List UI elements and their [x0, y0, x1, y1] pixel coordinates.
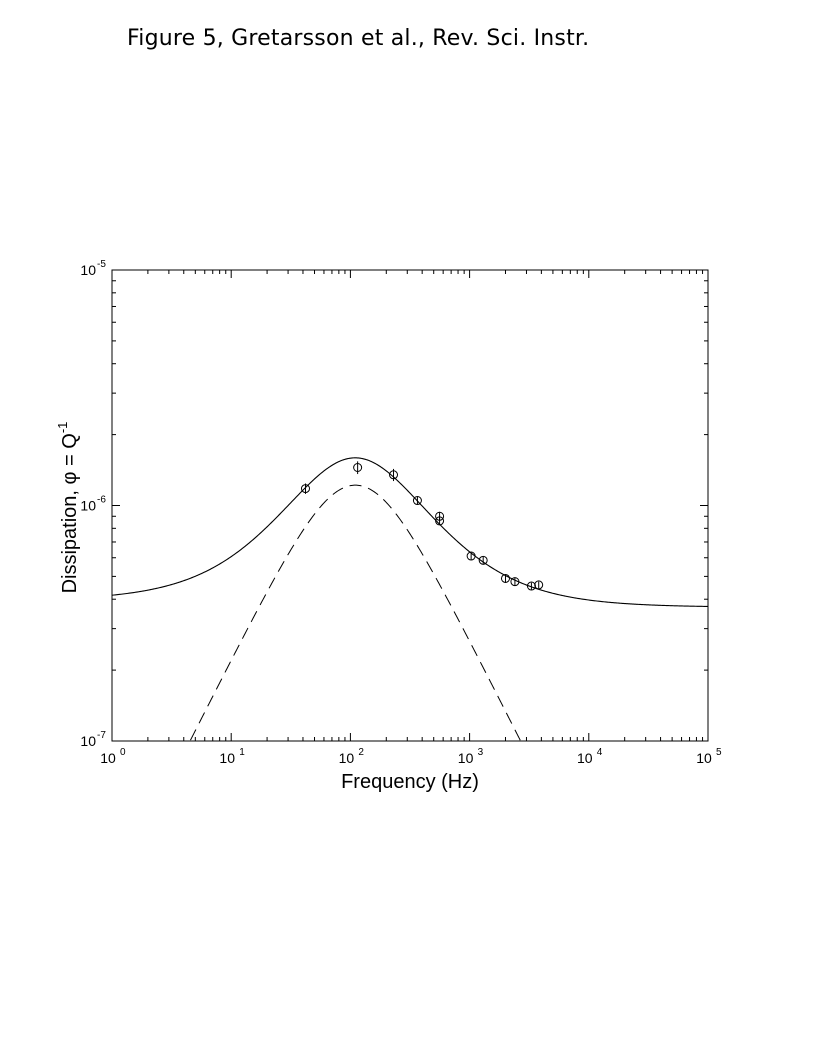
y-tick-label: 10 — [80, 262, 96, 278]
data-point — [300, 484, 310, 494]
y-tick-label: 10 — [80, 498, 96, 514]
plot-frame-group — [111, 269, 709, 742]
plot-frame — [111, 269, 709, 742]
y-tick-label: 10 — [80, 733, 96, 749]
data-point — [412, 496, 422, 506]
x-tick-exponent: 5 — [716, 747, 722, 758]
x-tick-exponent: 4 — [597, 747, 603, 758]
data-point — [389, 470, 399, 480]
x-tick-exponent: 2 — [358, 747, 364, 758]
data-point — [353, 462, 363, 472]
debye-peak-curve-dashed — [190, 484, 521, 741]
data-point — [478, 555, 488, 565]
x-axis-label: Frequency (Hz) — [341, 771, 479, 793]
y-axis-label: Dissipation, φ = Q-1 — [55, 422, 81, 594]
x-tick-label: 10 — [577, 750, 593, 766]
data-point — [510, 577, 520, 587]
x-tick-label: 10 — [696, 750, 712, 766]
data-point — [534, 580, 544, 590]
x-tick-label: 10 — [100, 750, 116, 766]
x-tick-label: 10 — [339, 750, 355, 766]
figure-caption: Figure 5, Gretarsson et al., Rev. Sci. I… — [127, 26, 590, 51]
y-tick-exponent: -5 — [97, 259, 106, 270]
labels-group: 10 0 10 1 10 2 10 3 10 4 10 510 -710 -610 -5Frequency … — [55, 259, 722, 793]
x-tick-exponent: 1 — [239, 747, 245, 758]
x-tick-exponent: 0 — [120, 747, 126, 758]
y-tick-exponent: -7 — [97, 730, 106, 741]
y-tick-exponent: -6 — [97, 495, 106, 506]
data-point — [526, 581, 536, 591]
data-point — [500, 573, 510, 583]
data-point — [466, 551, 476, 561]
fit-curve-solid — [111, 457, 709, 607]
x-tick-label: 10 — [219, 750, 235, 766]
ticks-group — [111, 270, 708, 742]
curves-group — [111, 457, 709, 741]
x-tick-exponent: 3 — [478, 747, 484, 758]
x-tick-label: 10 — [458, 750, 474, 766]
data-point — [435, 516, 445, 526]
points-group — [300, 461, 544, 591]
